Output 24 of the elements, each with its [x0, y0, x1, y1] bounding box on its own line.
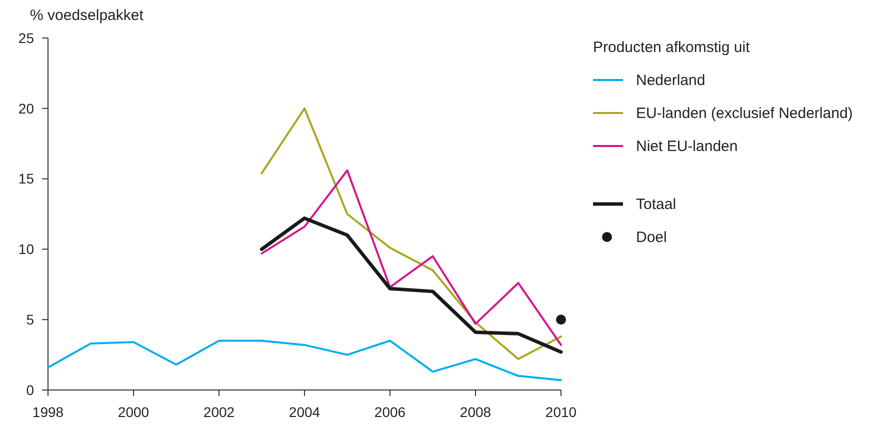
x-tick-label: 2002: [203, 404, 235, 420]
y-tick-label: 15: [18, 170, 34, 187]
line-series: [260, 216, 563, 354]
y-tick-label: 5: [26, 312, 34, 328]
legend-label: EU-landen (exclusief Nederland): [636, 105, 853, 122]
y-axis-title: % voedselpakket: [30, 7, 144, 24]
legend-title: Producten afkomstig uit: [593, 39, 751, 56]
legend-label: Totaal: [636, 196, 676, 213]
x-tick-label: 2010: [545, 404, 577, 420]
x-tick-label: 2008: [460, 404, 492, 420]
legend-label: Niet EU-landen: [636, 138, 738, 155]
line-series: [260, 169, 562, 346]
x-tick-label: 2006: [374, 404, 406, 420]
x-tick-label: 2000: [118, 404, 150, 420]
line-series: [47, 340, 562, 382]
line-series: [260, 107, 562, 360]
legend-label: Doel: [636, 229, 667, 246]
y-tick-label: 0: [26, 382, 34, 398]
y-tick-label: 20: [18, 100, 34, 116]
x-tick-label: 2004: [288, 404, 320, 420]
legend-label: Nederland: [636, 72, 706, 89]
x-tick-label: 1998: [32, 404, 64, 420]
y-tick-label: 25: [18, 30, 34, 46]
y-tick-label: 10: [18, 241, 34, 258]
